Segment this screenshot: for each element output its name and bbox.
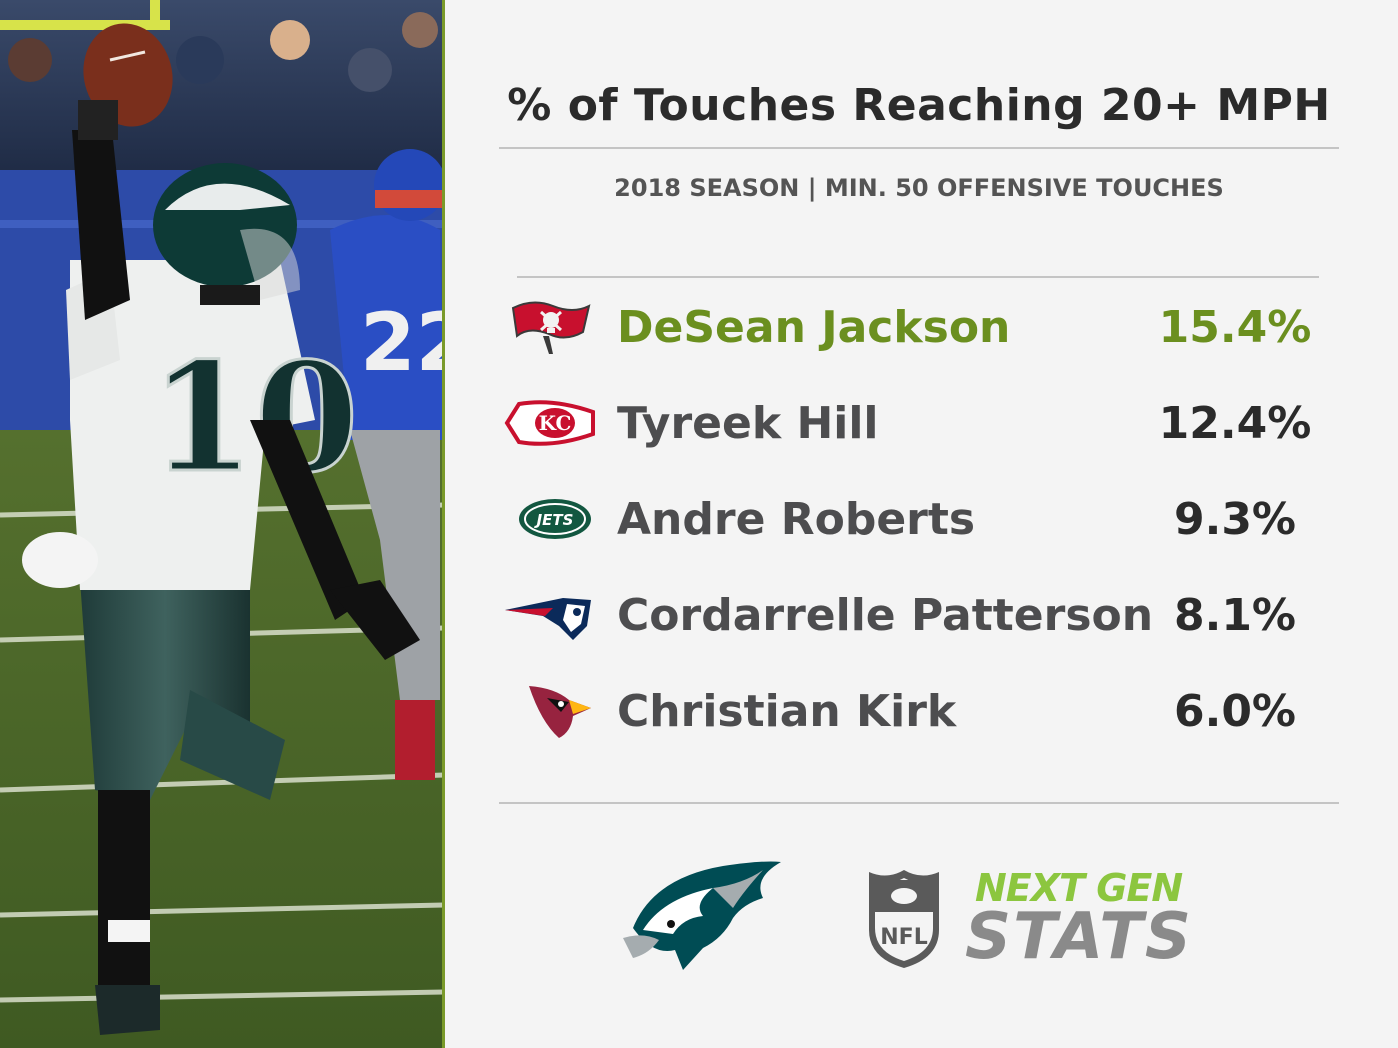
svg-text:KC: KC (539, 411, 572, 435)
svg-text:22: 22 (360, 296, 444, 389)
next-gen-text: NEXT GEN (975, 866, 1183, 910)
player-name: Cordarrelle Patterson (617, 590, 1154, 641)
player-percentage: 9.3% (1173, 494, 1297, 545)
svg-text:JETS: JETS (534, 511, 574, 529)
patriots-head-logo (503, 586, 599, 644)
infographic-subtitle: 2018 SEASON | MIN. 50 OFFENSIVE TOUCHES (614, 174, 1224, 202)
player-name: Christian Kirk (617, 686, 957, 737)
leaderboard-row: JETS Andre Roberts 9.3% (445, 472, 1398, 568)
player-percentage: 6.0% (1173, 686, 1297, 737)
panel-divider (442, 0, 445, 1048)
leaderboard-row: Christian Kirk 6.0% (445, 664, 1398, 760)
infographic-title: % of Touches Reaching 20+ MPH (507, 80, 1331, 131)
title-divider (499, 147, 1339, 149)
player-percentage: 12.4% (1158, 398, 1312, 449)
leaderboard-row: KC Tyreek Hill 12.4% (445, 376, 1398, 472)
list-divider-bottom (499, 802, 1339, 804)
player-photo: 22 10 (0, 0, 444, 1048)
player-percentage: 8.1% (1173, 590, 1297, 641)
svg-text:NFL: NFL (880, 925, 927, 950)
chiefs-arrowhead-logo: KC (503, 394, 599, 452)
stats-text: STATS (965, 900, 1193, 974)
nfl-shield-logo: NFL (863, 866, 945, 970)
stats-panel: % of Touches Reaching 20+ MPH 2018 SEASO… (445, 0, 1398, 1048)
leaderboard-row: DeSean Jackson 15.4% (445, 280, 1398, 376)
svg-text:10: 10 (150, 330, 359, 506)
player-name: DeSean Jackson (617, 302, 1011, 353)
buccaneers-flag-logo (503, 298, 599, 356)
list-divider-top (517, 276, 1319, 278)
player-name: Tyreek Hill (617, 398, 879, 449)
eagles-head-logo (613, 858, 783, 973)
leaderboard-row: Cordarrelle Patterson 8.1% (445, 568, 1398, 664)
cardinals-bird-logo (503, 682, 599, 740)
player-name: Andre Roberts (617, 494, 976, 545)
jets-oval-logo: JETS (503, 490, 599, 548)
player-percentage: 15.4% (1158, 302, 1312, 353)
